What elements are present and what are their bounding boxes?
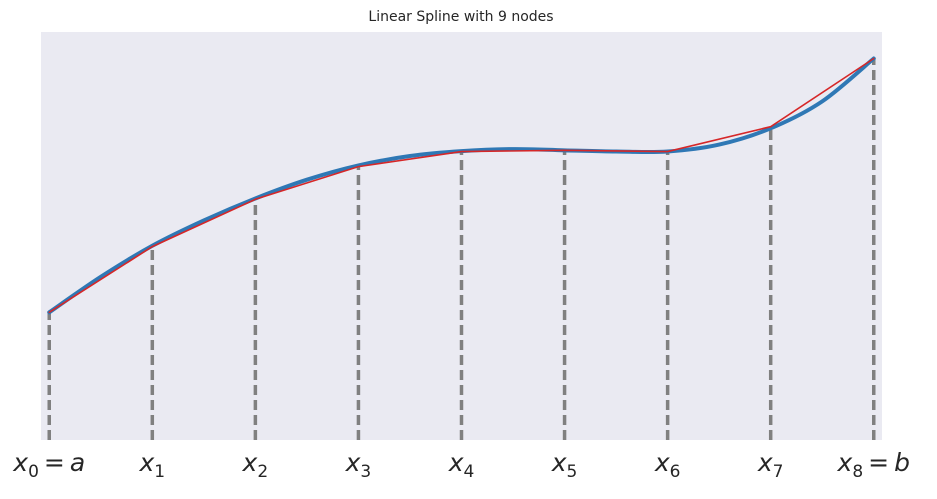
node-tick-label-0: x0 = a (12, 448, 85, 482)
series-layer (47, 56, 876, 315)
node-tick-label-1: x1 (138, 448, 165, 482)
node-tick-label-7: x7 (757, 448, 784, 482)
node-tick-label-6: x6 (654, 448, 681, 482)
node-tick-label-2: x2 (242, 448, 269, 482)
linear-spline-line (48, 57, 875, 314)
node-tick-label-5: x5 (551, 448, 578, 482)
node-tick-label-4: x4 (448, 448, 475, 482)
node-tick-label-3: x3 (345, 448, 372, 482)
chart-title: Linear Spline with 9 nodes (368, 9, 553, 25)
node-lines (47, 58, 876, 440)
node-tick-labels: x0 = a x1 x2 x3 x4 x5 x6 x7 x8 = b (12, 448, 910, 482)
node-tick-label-8: x8 = b (837, 448, 910, 482)
